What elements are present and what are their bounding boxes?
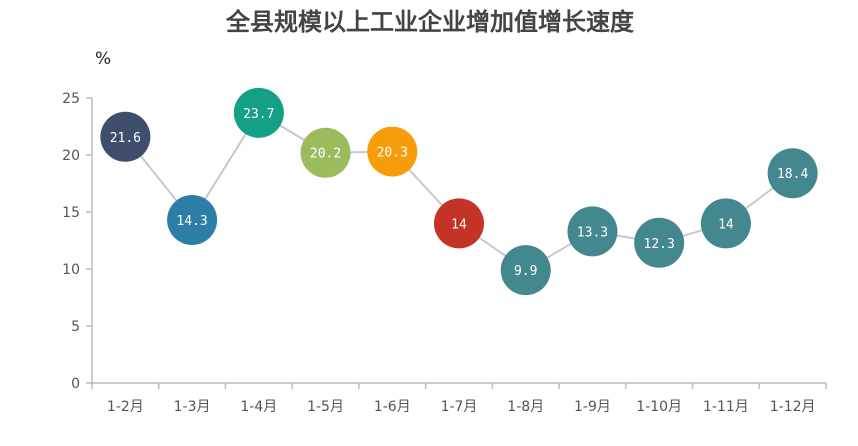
data-label: 23.7 xyxy=(243,107,274,122)
x-tick-label: 1-7月 xyxy=(441,399,478,415)
y-tick-label: 0 xyxy=(71,376,80,392)
data-point[interactable] xyxy=(100,111,151,162)
data-point[interactable] xyxy=(233,87,284,138)
x-tick-label: 1-9月 xyxy=(574,399,611,415)
x-tick-label: 1-10月 xyxy=(636,399,682,415)
y-tick-label: 15 xyxy=(62,205,80,221)
x-tick-label: 1-6月 xyxy=(374,399,411,415)
data-label: 14.3 xyxy=(176,214,207,229)
data-label: 18.4 xyxy=(777,167,808,182)
data-label: 20.2 xyxy=(310,147,341,162)
chart-title: 全县规模以上工业企业增加值增长速度 xyxy=(225,7,635,36)
y-axis-unit-label: % xyxy=(95,49,111,69)
data-label: 14 xyxy=(718,217,734,232)
data-label: 21.6 xyxy=(110,131,141,146)
y-tick-label: 10 xyxy=(62,262,80,278)
y-tick-label: 25 xyxy=(62,91,80,107)
data-point[interactable] xyxy=(300,127,351,178)
data-label: 13.3 xyxy=(577,225,608,240)
data-point[interactable] xyxy=(367,126,418,177)
x-tick-label: 1-3月 xyxy=(174,399,211,415)
data-point[interactable] xyxy=(767,148,818,199)
x-tick-label: 1-11月 xyxy=(703,399,749,415)
data-point[interactable] xyxy=(167,194,218,245)
data-points: 21.6 14.3 23.7 20.2 20.3 14 9.9 13.3 12.3 14 18.4 xyxy=(100,87,818,296)
data-label: 20.3 xyxy=(377,146,408,161)
x-tick-label: 1-2月 xyxy=(107,399,144,415)
x-tick-label: 1-5月 xyxy=(307,399,344,415)
x-tick-label: 1-12月 xyxy=(770,399,816,415)
data-point[interactable] xyxy=(567,206,618,257)
data-point[interactable] xyxy=(500,245,551,296)
x-tick-label: 1-4月 xyxy=(240,399,277,415)
x-tick-label: 1-8月 xyxy=(507,399,544,415)
data-label: 14 xyxy=(451,217,467,232)
y-tick-label: 20 xyxy=(62,148,80,164)
axes: 0 5 10 15 20 25 1-2月 1-3月 1-4月 1-5月 1-6月 1-7月 1-8月 1-… xyxy=(62,91,827,415)
data-label: 12.3 xyxy=(644,237,675,252)
data-point[interactable] xyxy=(634,217,685,268)
y-tick-label: 5 xyxy=(71,319,80,335)
data-label: 9.9 xyxy=(514,264,537,279)
data-point[interactable] xyxy=(434,198,484,249)
data-point[interactable] xyxy=(700,198,751,249)
